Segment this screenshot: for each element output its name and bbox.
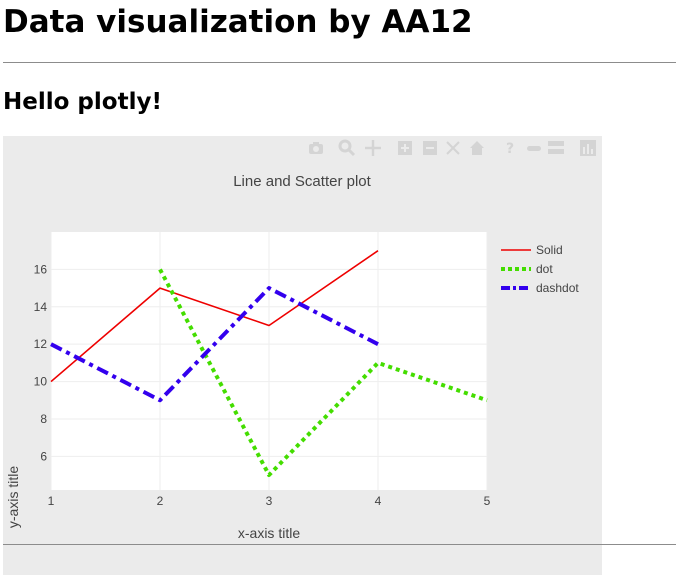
legend-label-solid[interactable]: Solid bbox=[536, 243, 563, 257]
series-line-dashdot[interactable] bbox=[50, 286, 379, 403]
svg-text:?: ? bbox=[506, 141, 514, 157]
y-tick-label: 14 bbox=[34, 300, 48, 314]
y-tick-label: 6 bbox=[40, 449, 47, 463]
y-tick-label: 10 bbox=[34, 375, 48, 389]
y-tick-label: 12 bbox=[34, 337, 48, 351]
y-tick-label: 16 bbox=[34, 262, 48, 276]
plotly-modebar: ? bbox=[3, 136, 602, 160]
x-tick-label: 1 bbox=[48, 494, 55, 508]
y-tick-label: 8 bbox=[40, 412, 47, 426]
zoom-out-icon[interactable] bbox=[420, 138, 440, 158]
series-lines[interactable] bbox=[50, 250, 488, 478]
spike-lines-icon[interactable] bbox=[524, 138, 544, 158]
horizontal-divider-bottom bbox=[3, 544, 676, 545]
autoscale-icon[interactable] bbox=[443, 138, 463, 158]
x-tick-label: 3 bbox=[266, 494, 273, 508]
y-axis-title: y-axis title bbox=[5, 466, 21, 528]
page-title: Data visualization by AA12 bbox=[3, 4, 473, 40]
legend-label-dashdot[interactable]: dashdot bbox=[536, 281, 579, 295]
camera-icon[interactable] bbox=[306, 138, 326, 158]
plot-container[interactable]: Line and Scatter plot 1 2 3 4 5 6 8 10 12 14 16 So… bbox=[3, 136, 602, 575]
section-heading: Hello plotly! bbox=[3, 89, 162, 115]
hover-question-icon[interactable]: ? bbox=[500, 138, 520, 158]
pan-icon[interactable] bbox=[363, 138, 383, 158]
compare-hover-icon[interactable] bbox=[546, 138, 566, 158]
horizontal-divider-top bbox=[3, 62, 676, 63]
chart-title: Line and Scatter plot bbox=[233, 173, 371, 190]
x-tick-label: 4 bbox=[375, 494, 382, 508]
legend-label-dot[interactable]: dot bbox=[536, 262, 553, 276]
home-icon[interactable] bbox=[467, 138, 487, 158]
x-axis-title: x-axis title bbox=[238, 525, 300, 541]
zoom-icon[interactable] bbox=[337, 138, 357, 158]
x-tick-label: 2 bbox=[157, 494, 164, 508]
x-tick-label: 5 bbox=[484, 494, 491, 508]
zoom-in-icon[interactable] bbox=[395, 138, 415, 158]
plotly-logo-icon[interactable] bbox=[578, 138, 598, 158]
series-line-solid[interactable] bbox=[50, 250, 379, 383]
legend[interactable]: Solid dot dashdot bbox=[501, 243, 579, 295]
